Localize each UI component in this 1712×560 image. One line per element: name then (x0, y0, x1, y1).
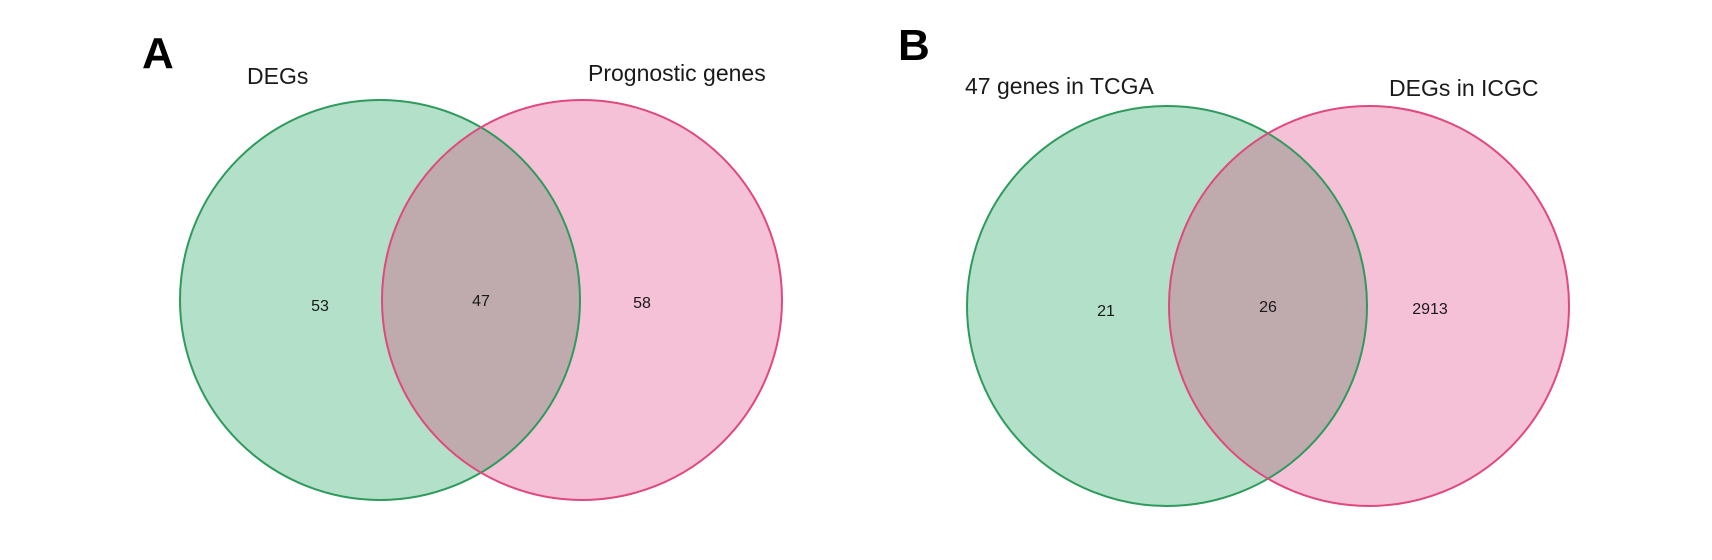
set-outline-left-a (179, 99, 581, 501)
count-left-only-b: 21 (1097, 303, 1115, 320)
venn-panel-b: B 47 genes in TCGA DEGs in ICGC 21 26 29… (898, 21, 1570, 507)
count-intersection-a: 47 (472, 293, 490, 310)
set-label-left-a: DEGs (247, 63, 308, 89)
panel-letter-a: A (142, 29, 174, 78)
count-right-only-a: 58 (633, 295, 651, 312)
set-outline-left-b (966, 105, 1368, 507)
set-label-right-a: Prognostic genes (588, 60, 766, 86)
set-outline-right-b (1168, 105, 1570, 507)
set-outline-right-a (381, 99, 783, 501)
set-label-right-b: DEGs in ICGC (1389, 75, 1539, 101)
venn-panel-a: A DEGs Prognostic genes 53 47 58 (142, 29, 783, 501)
intersection-region-a (382, 100, 580, 500)
count-intersection-b: 26 (1259, 299, 1277, 316)
intersection-region-b (1169, 106, 1367, 506)
panel-letter-b: B (898, 21, 930, 70)
set-label-left-b: 47 genes in TCGA (965, 73, 1154, 99)
count-left-only-a: 53 (311, 298, 329, 315)
count-right-only-b: 2913 (1412, 301, 1448, 318)
